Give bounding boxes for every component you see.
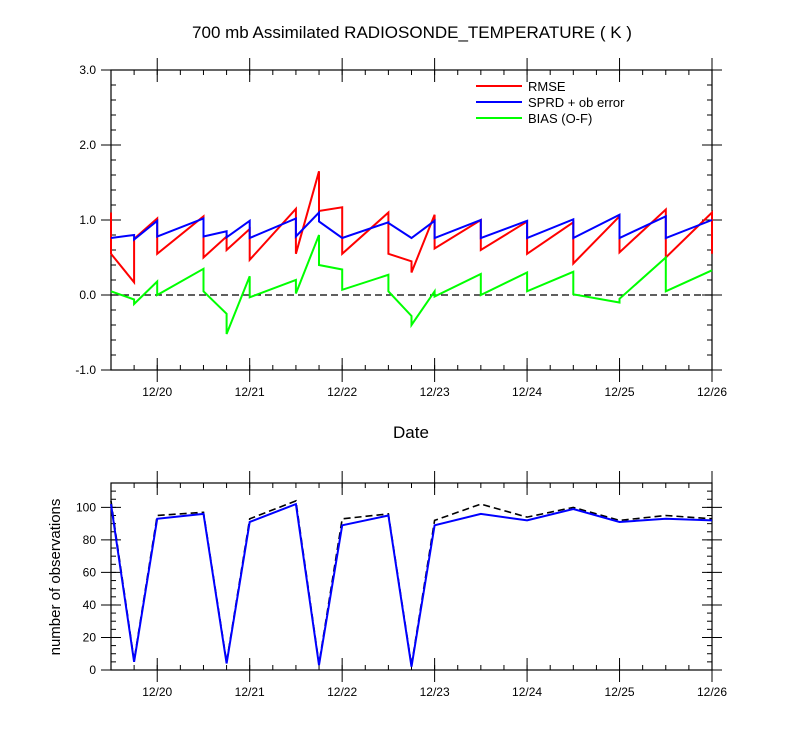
y-tick-label: 60 xyxy=(83,565,97,579)
y-axis-label-observations: number of observations xyxy=(47,499,64,656)
bottom-panel: 12/20 12/21 12/22 12/23 12/24 12/25 12/26 0 20 40… xyxy=(76,471,727,699)
x-tick-label: 12/24 xyxy=(512,685,542,699)
y-tick-label: -1.0 xyxy=(75,363,96,377)
x-tick-label: 12/23 xyxy=(420,685,450,699)
x-tick-label: 12/21 xyxy=(235,385,265,399)
x-tick-label: 12/22 xyxy=(327,385,357,399)
y-tick-label: 80 xyxy=(83,533,97,547)
series-line-rmse xyxy=(110,171,713,286)
y-tick-label: 0 xyxy=(89,663,96,677)
x-tick-label: 12/25 xyxy=(605,385,635,399)
y-tick-label: 1.0 xyxy=(79,213,96,227)
x-tick-label: 12/20 xyxy=(142,685,172,699)
x-tick-label: 12/22 xyxy=(327,685,357,699)
y-tick-label: 3.0 xyxy=(79,63,96,77)
x-tick-label: 12/25 xyxy=(605,685,635,699)
y-tick-label: 40 xyxy=(83,598,97,612)
y-tick-label: 20 xyxy=(83,630,97,644)
legend-label: RMSE xyxy=(528,79,566,94)
series-line-obs-possible xyxy=(110,499,713,666)
top-panel: 12/20 12/21 12/22 12/23 12/24 12/25 12/26 -1.0 0… xyxy=(75,58,727,399)
y-tick-label: 100 xyxy=(76,500,96,514)
y-tick-label: 2.0 xyxy=(79,138,96,152)
legend-label: BIAS (O-F) xyxy=(528,111,592,126)
x-tick-label: 12/20 xyxy=(142,385,172,399)
x-tick-label: 12/26 xyxy=(697,685,727,699)
legend-label: SPRD + ob error xyxy=(528,95,625,110)
plot-frame xyxy=(110,482,713,671)
series-line-sprd-ob-error xyxy=(110,210,713,242)
x-axis-label: Date xyxy=(393,423,429,442)
x-tick-label: 12/23 xyxy=(420,385,450,399)
series-line-obs-assimilated xyxy=(110,502,713,667)
y-tick-label: 0.0 xyxy=(79,288,96,302)
chart-title: 700 mb Assimilated RADIOSONDE_TEMPERATUR… xyxy=(192,23,632,42)
x-tick-label: 12/24 xyxy=(512,385,542,399)
x-tick-label: 12/21 xyxy=(235,685,265,699)
series-line-bias-o-f xyxy=(110,234,713,335)
x-tick-label: 12/26 xyxy=(697,385,727,399)
